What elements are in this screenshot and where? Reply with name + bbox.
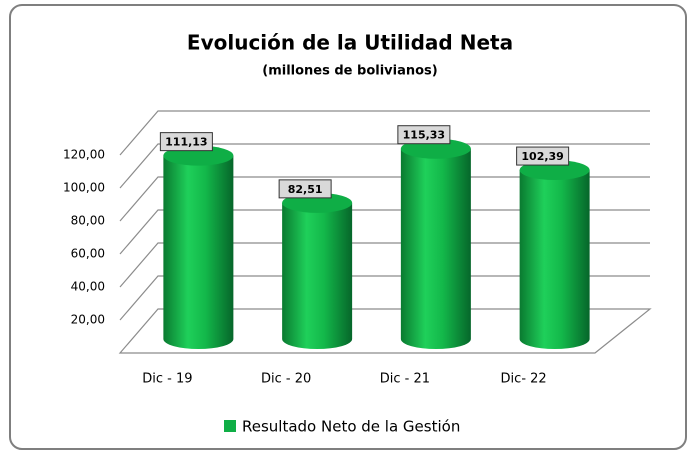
grid-line: [119, 242, 650, 288]
value-label: 111,13: [165, 136, 207, 149]
y-tick-label: 40,00: [71, 280, 105, 294]
grid-line: [119, 110, 650, 156]
x-tick-label: Dic- 22: [501, 372, 547, 387]
bar: [282, 202, 353, 349]
bar: [163, 155, 234, 349]
x-tick-label: Dic - 20: [261, 372, 311, 387]
chart-title: Evolución de la Utilidad Neta: [187, 31, 513, 55]
value-label-box: [516, 146, 570, 166]
bar: [519, 170, 590, 349]
y-tick-label: 120,00: [63, 148, 105, 162]
floor: [118, 308, 652, 354]
marks: 111,13 82,51 115,33 102,39: [159, 125, 590, 349]
value-label-box: [397, 125, 451, 145]
value-label: 102,39: [521, 150, 563, 163]
grid-line: [119, 143, 650, 189]
grid: [118, 110, 652, 354]
legend-label: Resultado Neto de la Gestión: [242, 418, 460, 436]
bar: [400, 148, 471, 349]
value-label-box: [159, 132, 213, 152]
legend-swatch: [224, 420, 236, 432]
y-tick-label: 80,00: [71, 214, 105, 228]
x-tick-label: Dic - 21: [380, 372, 430, 387]
value-label: 82,51: [288, 183, 323, 196]
value-label-box: [278, 179, 332, 199]
grid-line: [119, 176, 650, 222]
x-tick-label: Dic - 19: [142, 372, 192, 387]
grid-line: [119, 275, 650, 321]
y-tick-label: 60,00: [71, 247, 105, 261]
value-label: 115,33: [403, 129, 445, 142]
y-tick-label: 100,00: [63, 181, 105, 195]
grid-line: [119, 209, 650, 255]
chart-subtitle: (millones de bolivianos): [262, 64, 438, 79]
y-tick-label: 20,00: [71, 313, 105, 327]
